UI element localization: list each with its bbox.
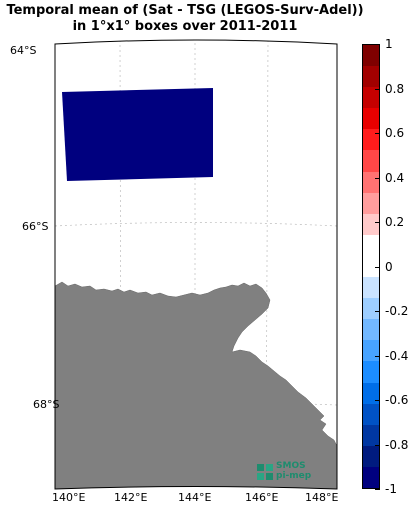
pi-mep-logo: SMOS pi-mep <box>256 461 318 483</box>
colorbar-segment <box>363 45 379 67</box>
colorbar-segment <box>363 319 379 341</box>
colorbar-tick <box>375 266 380 268</box>
colorbar-segment <box>363 403 379 426</box>
colorbar-segment <box>363 361 379 384</box>
colorbar-tick-label: -1 <box>385 482 397 496</box>
lat-label-64s: 64°S <box>10 44 37 57</box>
colorbar-segment <box>363 255 379 278</box>
colorbar-tick <box>375 311 380 312</box>
colorbar-tick <box>375 88 380 90</box>
lat-label-68s: 68°S <box>33 398 60 411</box>
colorbar-segment <box>363 340 379 362</box>
colorbar-tick <box>375 222 380 223</box>
colorbar-segment <box>363 234 379 257</box>
colorbar-segment <box>363 108 379 130</box>
title-line-2: in 1°x1° boxes over 2011-2011 <box>72 19 298 34</box>
colorbar-tick <box>375 177 380 179</box>
colorbar-segment <box>363 129 379 151</box>
lat-label-66s: 66°S <box>22 220 49 233</box>
colorbar-tick <box>375 444 380 446</box>
colorbar-tick-label: 0 <box>385 259 393 274</box>
logo-text: SMOS pi-mep <box>276 461 312 481</box>
lon-label-144e: 144°E <box>178 491 212 504</box>
colorbar-tick <box>375 44 380 45</box>
colorbar-segment <box>363 466 379 489</box>
lon-label-142e: 142°E <box>114 491 148 504</box>
colorbar-tick-label: 0.8 <box>385 81 405 96</box>
colorbar-segment <box>363 171 379 194</box>
land-antarctica <box>55 281 337 489</box>
colorbar-tick-label: 0.2 <box>385 215 405 229</box>
colorbar-segment <box>363 150 379 173</box>
colorbar-tick-label: -0.8 <box>385 437 409 452</box>
colorbar-segment <box>363 424 379 447</box>
colorbar-segment <box>363 382 379 405</box>
colorbar-segment <box>363 298 379 320</box>
lon-label-148e: 148°E <box>305 491 339 504</box>
map-frame <box>54 39 338 490</box>
title-line-1: Temporal mean of (Sat - TSG (LEGOS-Surv-… <box>6 3 364 18</box>
colorbar-tick-label: -0.2 <box>385 304 409 318</box>
chart-title: Temporal mean of (Sat - TSG (LEGOS-Surv-… <box>0 3 370 35</box>
colorbar-tick-label: 0.6 <box>385 126 405 140</box>
colorbar-tick-label: -0.4 <box>385 348 409 363</box>
colorbar-tick-label: 1 <box>385 37 393 51</box>
lon-label-146e: 146°E <box>245 491 279 504</box>
colorbar-segment <box>363 66 379 88</box>
colorbar-segment <box>363 277 379 299</box>
colorbar-segment <box>363 87 379 109</box>
colorbar <box>362 44 380 489</box>
colorbar-tick-label: 0.4 <box>385 170 405 185</box>
data-box-mean <box>62 88 213 181</box>
colorbar-tick <box>375 400 380 401</box>
colorbar-tick-label: -0.6 <box>385 393 409 407</box>
colorbar-tick <box>375 355 380 357</box>
colorbar-tick <box>375 489 380 490</box>
colorbar-tick <box>375 133 380 134</box>
lon-label-140e: 140°E <box>52 491 86 504</box>
colorbar-segment <box>363 445 379 468</box>
colorbar-segment <box>363 192 379 215</box>
colorbar-segment <box>363 213 379 236</box>
logo-icon <box>257 464 273 480</box>
